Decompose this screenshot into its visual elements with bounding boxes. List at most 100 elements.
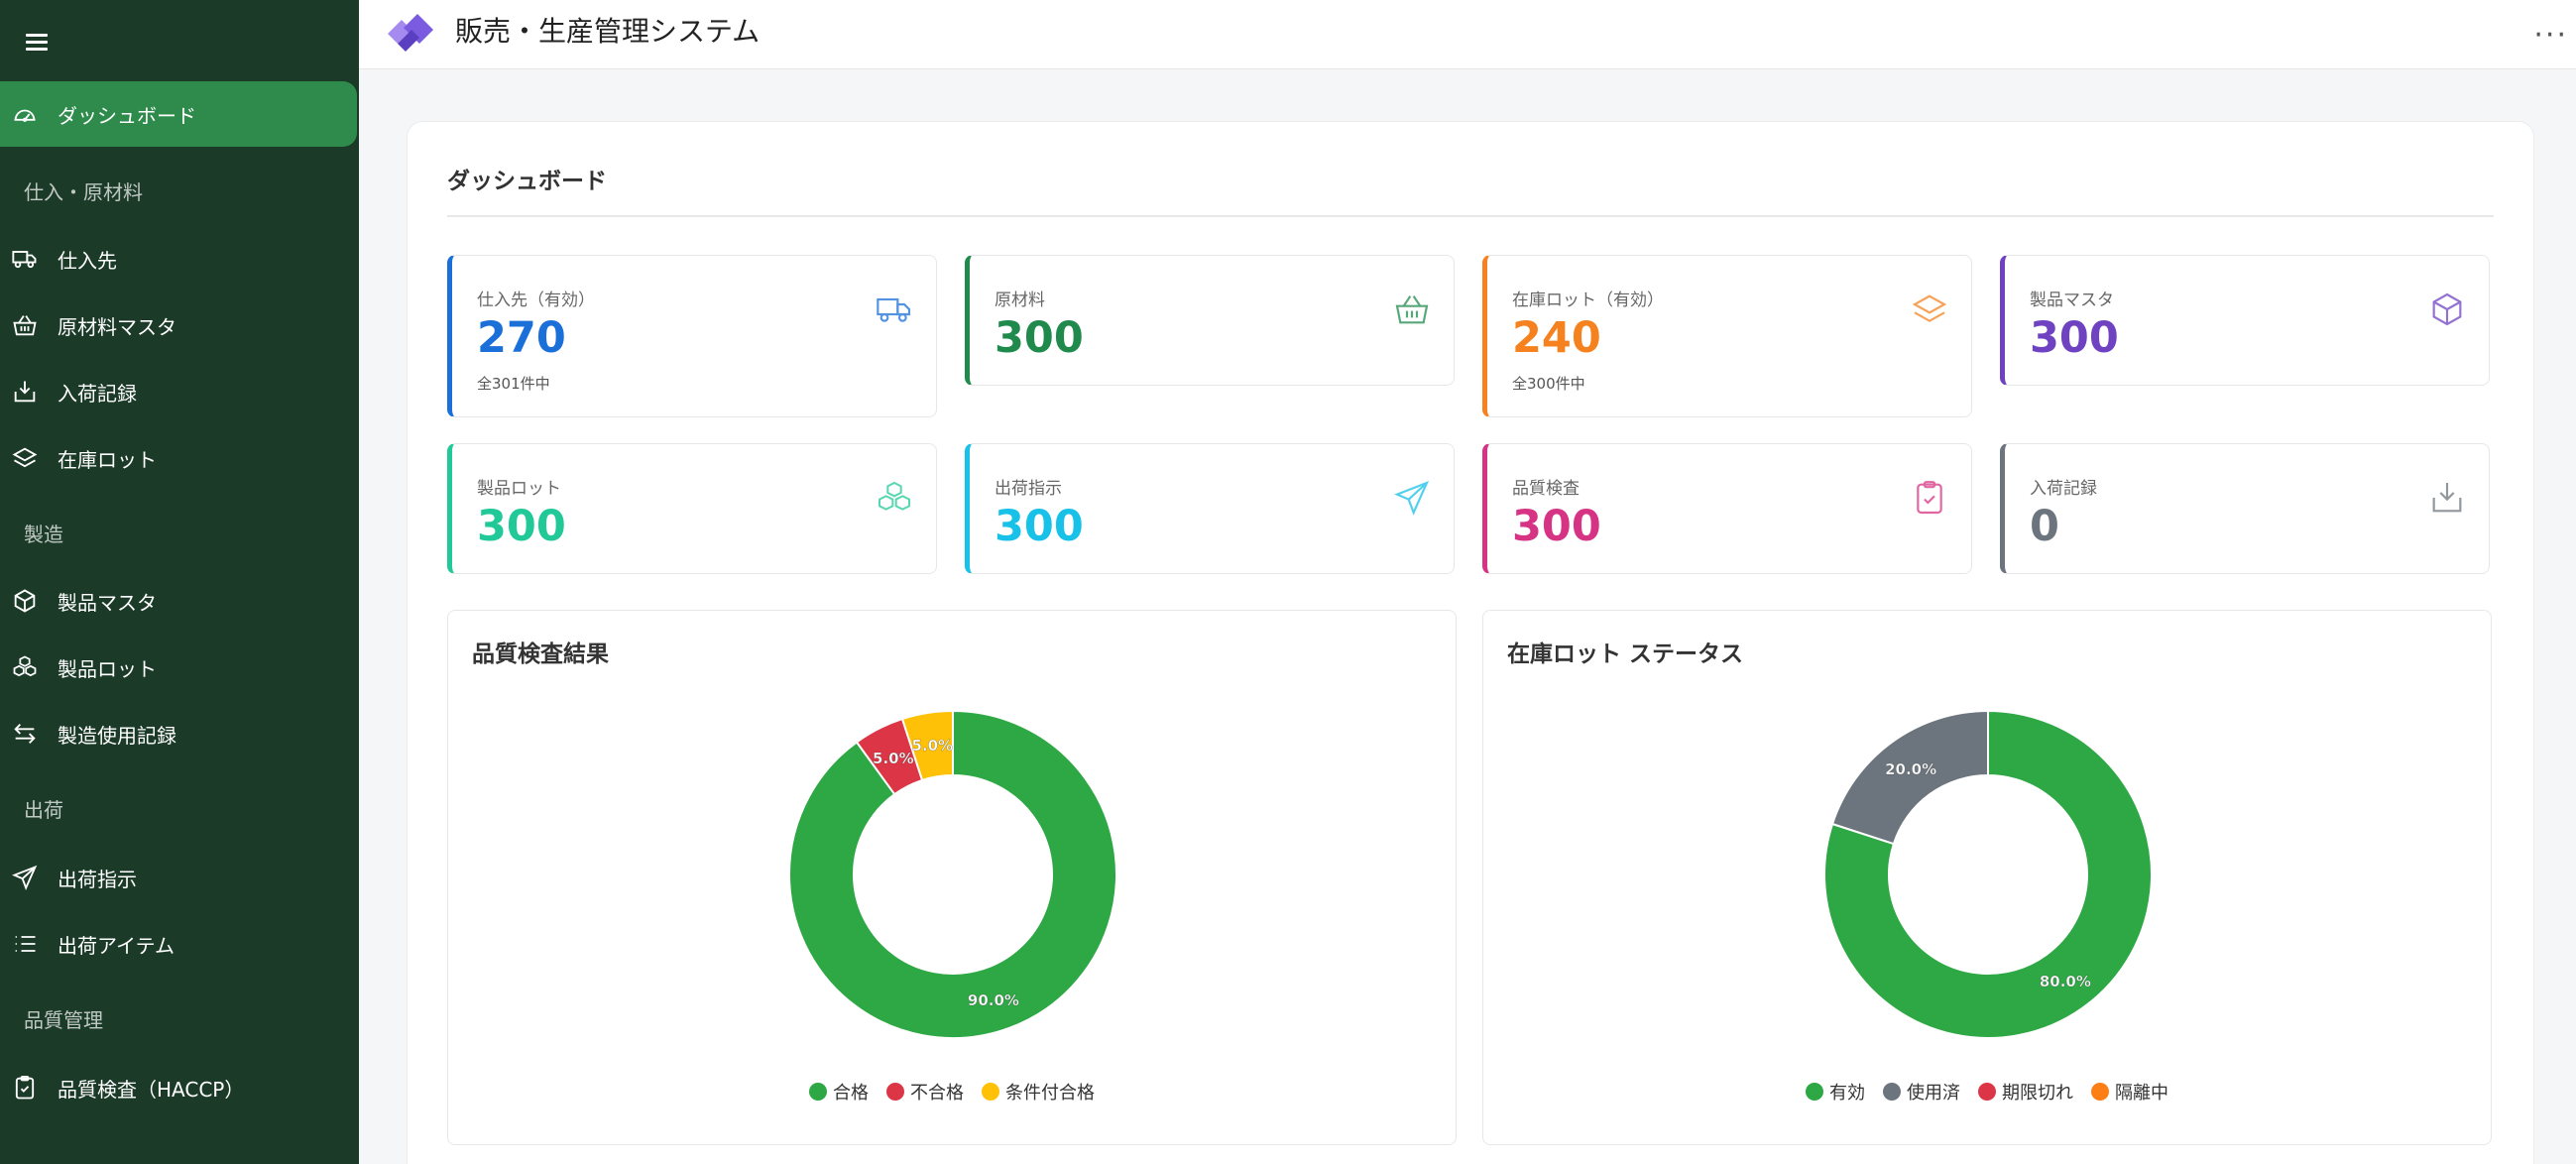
sidebar-item-label: 製造使用記録 bbox=[58, 723, 176, 748]
sidebar-item-label: 在庫ロット bbox=[58, 447, 157, 472]
donut-slice-0[interactable] bbox=[1823, 709, 2153, 1039]
sidebar-item-product-lots[interactable]: 製品ロット bbox=[0, 635, 359, 700]
stat-label: 原材料 bbox=[995, 291, 1045, 310]
gauge-icon bbox=[14, 109, 36, 122]
top-header: 販売・生産管理システム ··· bbox=[359, 0, 2576, 69]
app-logo-icon bbox=[388, 14, 433, 52]
sidebar-item-production-usage[interactable]: 製造使用記録 bbox=[0, 701, 359, 766]
stat-subtext: 全301件中 bbox=[477, 375, 550, 393]
sidebar-section-quality: 品質管理 bbox=[24, 1008, 103, 1032]
legend-swatch bbox=[1806, 1083, 1823, 1101]
stat-card-raw-materials[interactable]: 原材料 300 bbox=[965, 255, 1455, 386]
legend-item-3[interactable]: 隔離中 bbox=[2091, 1079, 2168, 1105]
stat-card-suppliers[interactable]: 仕入先（有効） 270 全301件中 bbox=[447, 255, 937, 417]
boxes-icon bbox=[13, 655, 37, 677]
truck-icon bbox=[877, 297, 911, 322]
send-icon bbox=[12, 865, 38, 890]
sidebar-section-shipping: 出荷 bbox=[24, 798, 63, 822]
stat-label: 製品ロット bbox=[477, 479, 561, 499]
sidebar-item-quality-inspection[interactable]: 品質検査（HACCP） bbox=[0, 1055, 359, 1120]
stat-label: 出荷指示 bbox=[995, 479, 1062, 499]
stat-value: 300 bbox=[1512, 502, 1601, 551]
donut-slice-label-1: 5.0% bbox=[873, 750, 914, 767]
stat-label: 在庫ロット（有効） bbox=[1512, 291, 1664, 310]
clipboard-check-icon bbox=[15, 1075, 35, 1100]
sidebar-item-product-master[interactable]: 製品マスタ bbox=[0, 568, 359, 634]
stat-label: 入荷記録 bbox=[2030, 479, 2097, 499]
more-options-icon[interactable]: ··· bbox=[2533, 18, 2568, 53]
stat-card-product-master[interactable]: 製品マスタ 300 bbox=[2000, 255, 2490, 386]
legend-swatch bbox=[2091, 1083, 2109, 1101]
sidebar-item-raw-materials[interactable]: 原材料マスタ bbox=[0, 292, 359, 358]
chart-title: 品質検査結果 bbox=[472, 641, 609, 667]
sidebar-item-label: 仕入先 bbox=[58, 248, 117, 273]
sidebar-item-suppliers[interactable]: 仕入先 bbox=[0, 226, 359, 291]
boxes-icon bbox=[878, 481, 910, 511]
stat-subtext: 全300件中 bbox=[1512, 375, 1585, 393]
stat-card-receiving[interactable]: 入荷記録 0 bbox=[2000, 443, 2490, 574]
basket-icon bbox=[13, 315, 37, 336]
stat-value: 300 bbox=[2030, 313, 2119, 363]
legend-swatch bbox=[809, 1083, 827, 1101]
title-divider bbox=[447, 215, 2494, 217]
sidebar-item-receiving[interactable]: 入荷記録 bbox=[0, 359, 359, 424]
sidebar-item-stock-lots[interactable]: 在庫ロット bbox=[0, 425, 359, 491]
stat-value: 300 bbox=[995, 502, 1084, 551]
layers-icon bbox=[12, 447, 38, 468]
sidebar: ダッシュボード 仕入・原材料 仕入先 原材料マスタ 入荷記録 在庫ロット 製造 … bbox=[0, 0, 359, 1164]
donut-chart-stock-lot-status: 80.0% 20.0% bbox=[1823, 709, 2153, 1039]
sidebar-section-purchasing: 仕入・原材料 bbox=[24, 180, 143, 204]
sidebar-item-label: 製品マスタ bbox=[58, 590, 157, 615]
chart-title: 在庫ロット ステータス bbox=[1507, 641, 1744, 667]
chart-legend: 合格 不合格 条件付合格 bbox=[448, 1079, 1456, 1105]
stat-value: 300 bbox=[995, 313, 1084, 363]
stat-value: 240 bbox=[1512, 313, 1601, 363]
inbox-in-icon bbox=[2432, 483, 2462, 513]
page-title: ダッシュボード bbox=[447, 169, 607, 194]
legend-item-2[interactable]: 条件付合格 bbox=[982, 1079, 1095, 1105]
sidebar-item-label: 出荷指示 bbox=[58, 867, 137, 891]
layers-icon bbox=[1912, 294, 1947, 322]
sidebar-item-label: 入荷記録 bbox=[58, 381, 137, 406]
sidebar-item-shipping-orders[interactable]: 出荷指示 bbox=[0, 845, 359, 910]
stat-label: 品質検査 bbox=[1512, 479, 1580, 499]
legend-item-0[interactable]: 有効 bbox=[1806, 1079, 1865, 1105]
legend-label: 条件付合格 bbox=[1005, 1083, 1095, 1104]
legend-item-1[interactable]: 不合格 bbox=[886, 1079, 964, 1105]
chart-card-quality-results: 品質検査結果 90.0% 5.0% 5.0% 合格 不合格 条件付合格 bbox=[447, 610, 1457, 1145]
box-icon bbox=[2432, 292, 2462, 326]
donut-slice-2[interactable] bbox=[900, 709, 954, 782]
stat-label: 仕入先（有効） bbox=[477, 291, 595, 310]
legend-swatch bbox=[1883, 1083, 1901, 1101]
basket-icon bbox=[1395, 295, 1429, 324]
donut-slice-label-0: 90.0% bbox=[968, 991, 1019, 1009]
send-icon bbox=[1394, 481, 1430, 516]
sidebar-item-label: ダッシュボード bbox=[58, 103, 196, 128]
legend-item-0[interactable]: 合格 bbox=[809, 1079, 869, 1105]
stat-card-product-lots[interactable]: 製品ロット 300 bbox=[447, 443, 937, 574]
stat-value: 0 bbox=[2030, 502, 2059, 551]
stat-card-quality-inspection[interactable]: 品質検査 300 bbox=[1482, 443, 1972, 574]
inbox-in-icon bbox=[14, 381, 36, 403]
legend-label: 期限切れ bbox=[2002, 1083, 2073, 1104]
stat-card-stock-lots[interactable]: 在庫ロット（有効） 240 全300件中 bbox=[1482, 255, 1972, 417]
donut-slice-0[interactable] bbox=[788, 709, 1117, 1039]
chart-card-stock-lot-status: 在庫ロット ステータス 80.0% 20.0% 有効 使用済 期限切れ 隔離中 bbox=[1482, 610, 2492, 1145]
legend-item-2[interactable]: 期限切れ bbox=[1978, 1079, 2073, 1105]
sidebar-item-dashboard[interactable]: ダッシュボード bbox=[0, 81, 357, 147]
donut-slice-label-2: 5.0% bbox=[911, 737, 953, 755]
truck-icon bbox=[12, 251, 37, 269]
menu-toggle-icon[interactable] bbox=[22, 28, 52, 58]
donut-slice-1[interactable] bbox=[1830, 709, 1989, 846]
list-icon bbox=[15, 936, 36, 952]
legend-label: 隔離中 bbox=[2115, 1083, 2168, 1104]
legend-swatch bbox=[1978, 1083, 1996, 1101]
stat-card-shipping-orders[interactable]: 出荷指示 300 bbox=[965, 443, 1455, 574]
legend-swatch bbox=[886, 1083, 904, 1101]
legend-label: 合格 bbox=[833, 1083, 869, 1104]
sidebar-item-shipping-items[interactable]: 出荷アイテム bbox=[0, 911, 359, 977]
legend-label: 有効 bbox=[1829, 1083, 1865, 1104]
legend-swatch bbox=[982, 1083, 999, 1101]
legend-item-1[interactable]: 使用済 bbox=[1883, 1079, 1960, 1105]
sidebar-item-label: 原材料マスタ bbox=[58, 314, 176, 339]
